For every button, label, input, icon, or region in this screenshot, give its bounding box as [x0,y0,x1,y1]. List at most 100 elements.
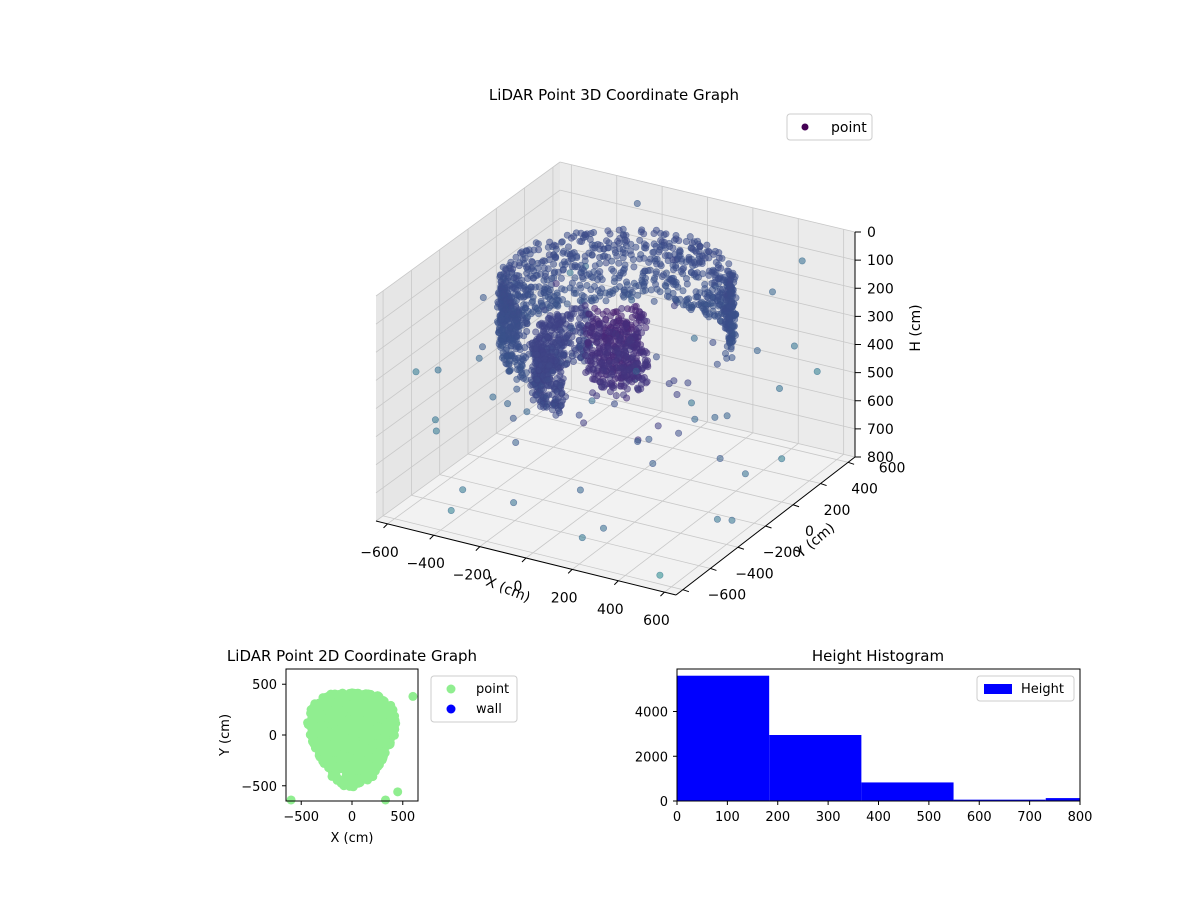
data-point [619,391,627,399]
y-tick-label: 0 [269,729,277,744]
data-point [522,375,530,383]
data-point [654,422,662,430]
data-point [768,288,776,296]
data-point [650,230,658,238]
data-point [594,307,602,315]
y-tick-mark [737,546,745,550]
data-point [634,291,642,299]
point-marker [340,716,350,726]
data-point [636,236,644,244]
histogram-bar [677,675,770,801]
data-point [513,375,521,383]
data-point [512,274,520,282]
point-marker [354,774,364,784]
data-point [615,274,623,282]
y-tick-label: 0 [805,524,814,540]
data-point [599,367,607,375]
data-point [625,366,633,374]
data-point [695,301,703,309]
data-point [516,249,524,257]
y-tick-label: −400 [735,566,773,582]
data-point [515,309,523,317]
data-point [575,337,583,345]
point-marker [371,710,381,720]
data-point [713,515,721,523]
data-point [659,271,667,279]
data-point [688,239,696,247]
point-marker [332,742,342,752]
data-point [729,322,737,330]
data-point [529,297,537,305]
z-tick-label: 0 [867,225,876,241]
z-tick-label: 600 [867,394,894,410]
data-point [553,375,561,383]
data-point [593,331,601,339]
data-point [652,280,660,288]
data-point [649,459,657,467]
data-point [685,255,693,263]
data-point [612,392,620,400]
y-tick-label: 200 [824,503,851,519]
point-marker [349,743,359,753]
data-point [523,327,531,335]
data-point [723,342,731,350]
y-tick-mark [847,461,855,465]
grid-line [559,386,856,458]
data-point [583,345,591,353]
legend-histogram-label: Height [1021,682,1064,697]
data-point [725,260,733,268]
point-marker [318,713,328,722]
data-point [560,258,568,266]
data-point [537,382,545,390]
plot-2d-title: LiDAR Point 2D Coordinate Graph [227,647,477,665]
data-point [578,273,586,281]
legend-3d: point [786,113,873,141]
plot-3d-axes: −600−400−2000200400600−600−400−200020040… [360,225,905,629]
y-tick-label: 2000 [635,750,668,765]
z-axis-label-3d: H (cm) [908,304,924,351]
data-point [711,413,719,421]
data-point [627,251,635,259]
data-point [588,397,596,405]
data-point [636,255,644,263]
data-point [582,352,590,360]
data-point [518,355,526,363]
data-point [591,244,599,252]
data-point [496,290,504,298]
data-point [632,243,640,251]
data-point [602,297,610,305]
data-point [717,264,725,272]
x-tick-label: 500 [390,810,415,825]
point-marker [319,739,329,748]
data-point [576,486,584,494]
data-point [521,304,529,312]
data-point [645,435,653,443]
data-point [687,306,695,314]
point-marker [339,778,349,788]
point-marker [381,795,391,805]
point-marker [350,764,360,774]
y-tick-label: 400 [851,482,878,498]
x-tick-mark [383,523,388,529]
point-marker [380,748,390,758]
data-point [523,408,531,416]
data-point [532,344,540,352]
data-point [596,253,604,261]
data-point [593,392,601,400]
data-point [695,259,703,267]
data-point [568,279,576,287]
data-point [447,506,455,514]
legend-3d-frame [786,113,873,141]
x-axis-label-2d: X (cm) [331,831,374,846]
data-point [588,251,596,259]
data-point [604,343,612,351]
histogram-bar [1045,798,1080,801]
point-marker [320,747,330,757]
data-point [700,306,708,314]
data-point [589,346,597,354]
data-point [635,373,643,381]
data-point [598,285,606,293]
histogram-bar [861,782,954,801]
data-point [667,276,675,284]
